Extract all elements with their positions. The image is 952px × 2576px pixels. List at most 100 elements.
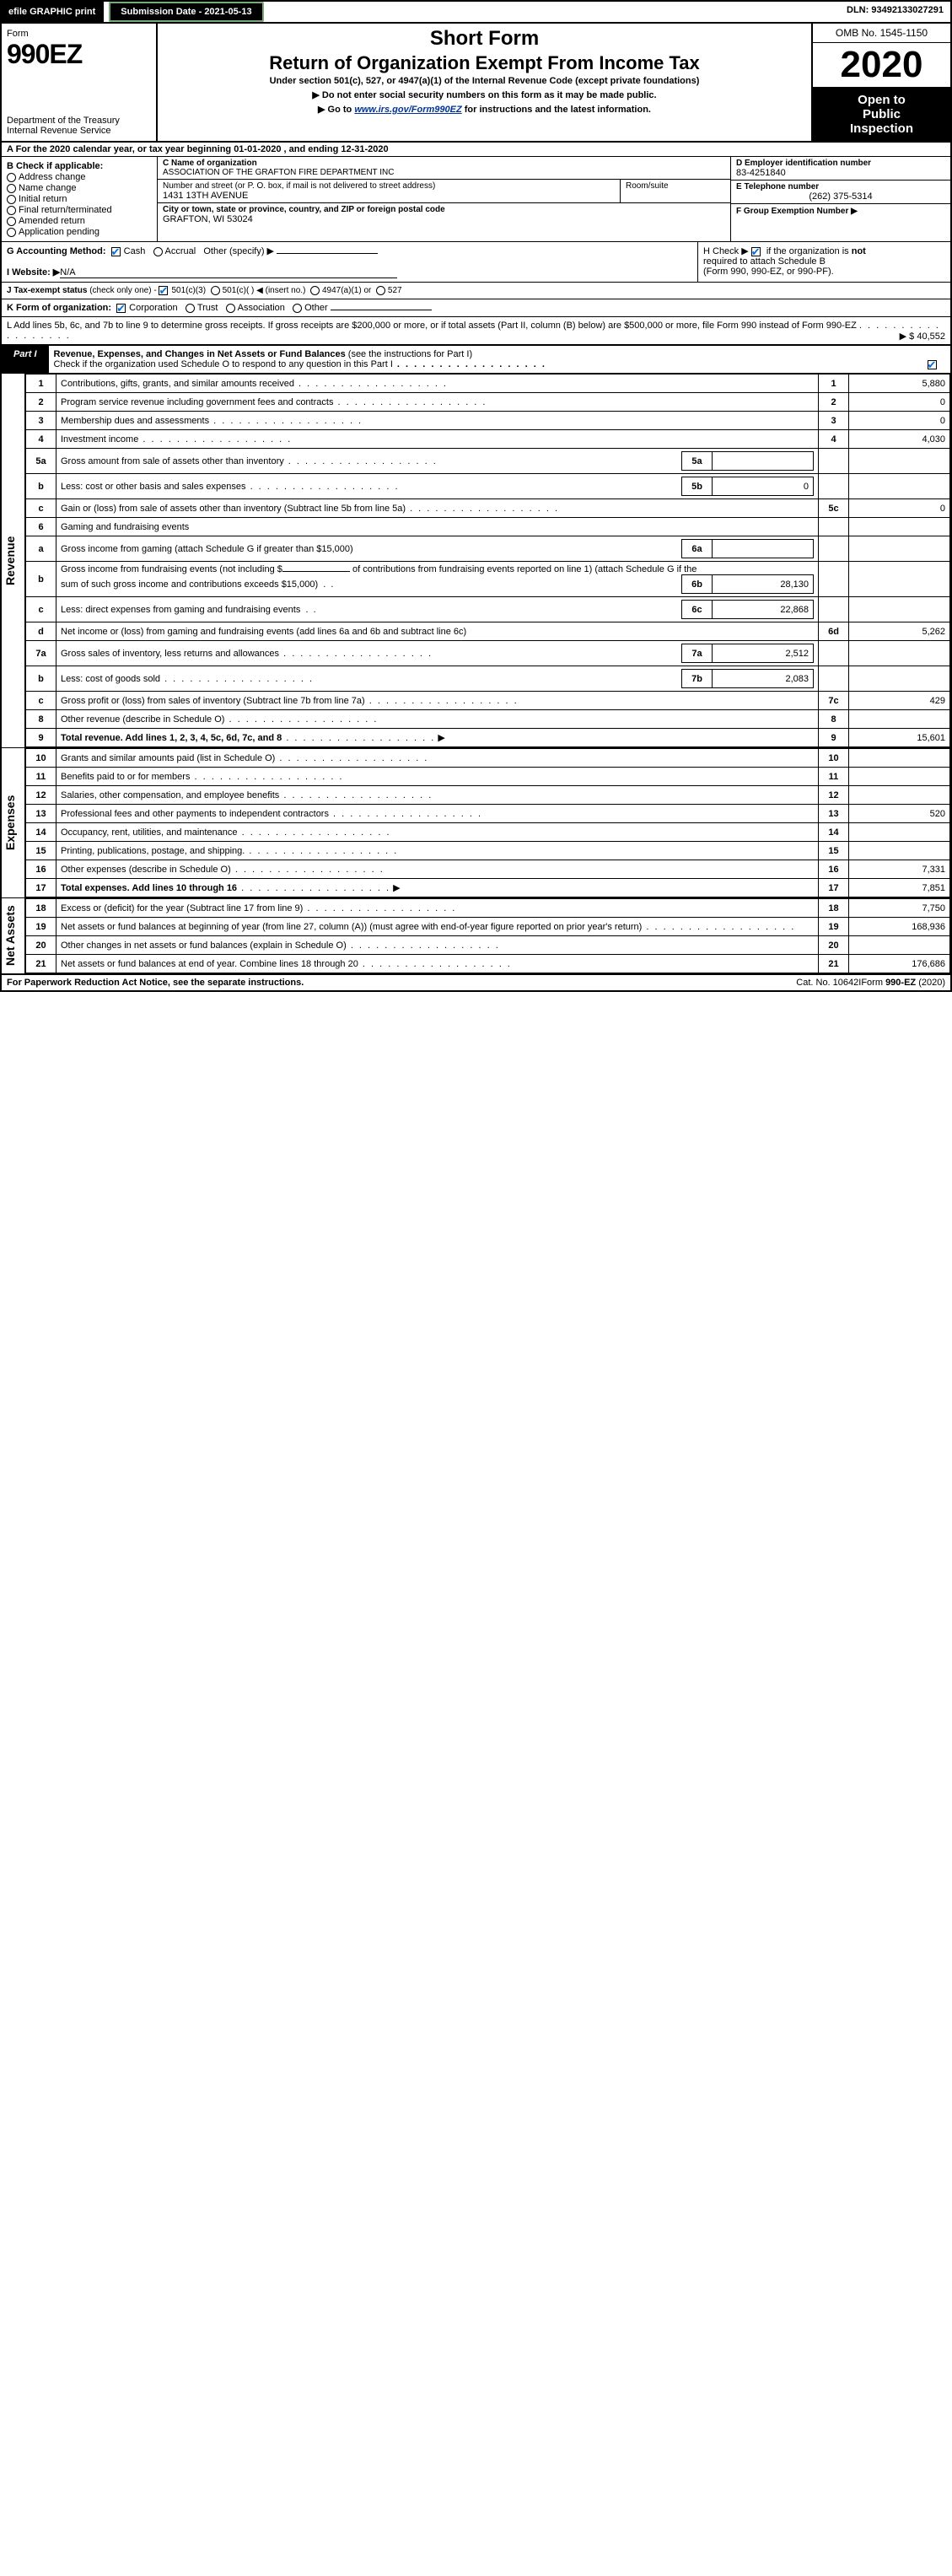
form-header: Form 990EZ Department of the Treasury In… — [2, 24, 950, 143]
k-corp-checkbox[interactable] — [116, 304, 126, 313]
irs-link[interactable]: www.irs.gov/Form990EZ — [354, 105, 461, 115]
header-center: Short Form Return of Organization Exempt… — [158, 24, 811, 141]
open-l1: Open to — [816, 93, 947, 107]
h-text4: (Form 990, 990-EZ, or 990-PF). — [703, 267, 834, 277]
g-accrual: Accrual — [165, 246, 196, 256]
section-c: C Name of organization ASSOCIATION OF TH… — [158, 157, 731, 241]
f-label: F Group Exemption Number ▶ — [736, 207, 858, 216]
open-l2: Public — [816, 107, 947, 121]
line-20: 20Other changes in net assets or fund ba… — [26, 936, 950, 955]
footer-left: For Paperwork Reduction Act Notice, see … — [7, 978, 796, 988]
j-4947-checkbox[interactable] — [310, 286, 320, 295]
k-corp: Corporation — [129, 303, 177, 313]
phone-value: (262) 375-5314 — [736, 191, 945, 202]
goto-note: ▶ Go to www.irs.gov/Form990EZ for instru… — [164, 104, 804, 115]
k-label: K Form of organization: — [7, 303, 111, 313]
b-opt-initial[interactable]: Initial return — [7, 194, 152, 204]
j-501c3-checkbox[interactable] — [159, 286, 168, 295]
b-opt-amended[interactable]: Amended return — [7, 216, 152, 226]
c-addr-row: Number and street (or P. O. box, if mail… — [158, 180, 730, 202]
j-501c-checkbox[interactable] — [211, 286, 220, 295]
b-title: B Check if applicable: — [7, 161, 152, 171]
section-g: G Accounting Method: Cash Accrual Other … — [2, 242, 697, 282]
k-assoc-checkbox[interactable] — [226, 304, 235, 313]
part1-tab: Part I — [2, 346, 49, 373]
g-other: Other (specify) ▶ — [203, 246, 274, 256]
h-text1: H Check ▶ — [703, 246, 749, 256]
h-checkbox[interactable] — [751, 247, 761, 256]
line-13: 13Professional fees and other payments t… — [26, 805, 950, 823]
expenses-section: Expenses 10Grants and similar amounts pa… — [2, 748, 950, 898]
k-other: Other — [304, 303, 328, 313]
k-other-checkbox[interactable] — [293, 304, 302, 313]
line-5b: b Less: cost or other basis and sales ex… — [26, 474, 950, 499]
l-amount: ▶ $ 40,552 — [900, 331, 945, 342]
part1-check — [917, 346, 950, 373]
part1-schedule-o-checkbox[interactable] — [928, 360, 937, 369]
revenue-table: 1Contributions, gifts, grants, and simil… — [25, 374, 950, 747]
efile-print-button[interactable]: efile GRAPHIC print — [2, 2, 104, 22]
header-left: Form 990EZ Department of the Treasury In… — [2, 24, 158, 141]
line-8: 8Other revenue (describe in Schedule O)8 — [26, 710, 950, 729]
revenue-side-label: Revenue — [2, 374, 25, 747]
j-o1: 501(c)(3) — [171, 286, 206, 295]
part1-title: Revenue, Expenses, and Changes in Net As… — [49, 346, 917, 373]
line-18: 18Excess or (deficit) for the year (Subt… — [26, 899, 950, 918]
row-k: K Form of organization: Corporation Trus… — [2, 299, 950, 317]
b-opt-final[interactable]: Final return/terminated — [7, 205, 152, 215]
line-7a: 7a Gross sales of inventory, less return… — [26, 641, 950, 666]
j-o3: 4947(a)(1) or — [322, 286, 371, 295]
org-name: ASSOCIATION OF THE GRAFTON FIRE DEPARTME… — [163, 168, 725, 177]
line-21: 21Net assets or fund balances at end of … — [26, 955, 950, 973]
netassets-table: 18Excess or (deficit) for the year (Subt… — [25, 898, 950, 973]
form-number: 990EZ — [7, 39, 82, 69]
line-11: 11Benefits paid to or for members11 — [26, 768, 950, 786]
g-other-field[interactable] — [277, 253, 378, 254]
b-opt-address[interactable]: Address change — [7, 172, 152, 182]
b-opt-name[interactable]: Name change — [7, 183, 152, 193]
line-14: 14Occupancy, rent, utilities, and mainte… — [26, 823, 950, 842]
d-label: D Employer identification number — [736, 159, 945, 168]
b-opt-pending[interactable]: Application pending — [7, 227, 152, 237]
k-assoc: Association — [238, 303, 285, 313]
header-right: OMB No. 1545-1150 2020 Open to Public In… — [811, 24, 950, 141]
i-label: I Website: ▶ — [7, 267, 60, 278]
dept-treasury: Department of the Treasury — [7, 116, 120, 126]
submission-date-badge: Submission Date - 2021-05-13 — [109, 2, 263, 22]
j-527-checkbox[interactable] — [376, 286, 385, 295]
line-1: 1Contributions, gifts, grants, and simil… — [26, 375, 950, 393]
goto-pre: ▶ Go to — [318, 105, 354, 115]
g-accrual-checkbox[interactable] — [153, 247, 163, 256]
ssn-note: ▶ Do not enter social security numbers o… — [164, 89, 804, 100]
line-5c: cGain or (loss) from sale of assets othe… — [26, 499, 950, 518]
expenses-table: 10Grants and similar amounts paid (list … — [25, 748, 950, 897]
netassets-section: Net Assets 18Excess or (deficit) for the… — [2, 898, 950, 975]
g-cash-checkbox[interactable] — [111, 247, 121, 256]
row-a-tax-year: A For the 2020 calendar year, or tax yea… — [2, 143, 950, 157]
c-city-label: City or town, state or province, country… — [163, 205, 725, 214]
footer-right: Form 990-EZ (2020) — [861, 978, 945, 988]
j-o4: 527 — [388, 286, 402, 295]
page-footer: For Paperwork Reduction Act Notice, see … — [2, 975, 950, 990]
c-addr-label: Number and street (or P. O. box, if mail… — [163, 181, 615, 191]
section-def: D Employer identification number 83-4251… — [731, 157, 950, 241]
j-note: (check only one) - — [89, 286, 156, 295]
open-to-public: Open to Public Inspection — [813, 88, 950, 141]
e-label: E Telephone number — [736, 182, 945, 191]
row-j: J Tax-exempt status (check only one) - 5… — [2, 283, 950, 299]
c-name-row: C Name of organization ASSOCIATION OF TH… — [158, 157, 730, 180]
footer-center: Cat. No. 10642I — [796, 978, 861, 988]
c-city-row: City or town, state or province, country… — [158, 202, 730, 226]
row-gh: G Accounting Method: Cash Accrual Other … — [2, 242, 950, 283]
revenue-section: Revenue 1Contributions, gifts, grants, a… — [2, 374, 950, 748]
k-trust-checkbox[interactable] — [186, 304, 195, 313]
short-form-title: Short Form — [164, 27, 804, 51]
g-label: G Accounting Method: — [7, 246, 106, 256]
k-trust: Trust — [197, 303, 218, 313]
block-bcdef: B Check if applicable: Address change Na… — [2, 157, 950, 242]
top-bar: efile GRAPHIC print Submission Date - 20… — [2, 2, 950, 24]
irs-label: Internal Revenue Service — [7, 126, 111, 136]
line-6b: b Gross income from fundraising events (… — [26, 562, 950, 597]
line-7b: b Less: cost of goods sold 7b 2,083 — [26, 666, 950, 692]
line-5a: 5a Gross amount from sale of assets othe… — [26, 449, 950, 474]
